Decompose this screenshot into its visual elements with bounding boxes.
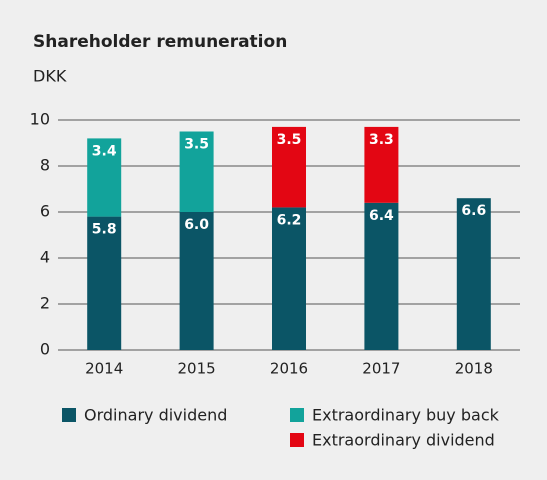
bar-segment xyxy=(364,126,399,203)
legend-swatch xyxy=(290,408,304,422)
legend-swatch xyxy=(290,433,304,447)
x-tick-label: 2017 xyxy=(362,360,400,378)
bar-segment xyxy=(272,207,306,350)
x-tick-label: 2016 xyxy=(270,360,308,378)
value-label: 6.0 xyxy=(184,217,209,233)
value-label: 5.8 xyxy=(92,222,117,238)
y-tick-label: 6 xyxy=(40,202,50,221)
value-label: 3.5 xyxy=(277,132,302,148)
legend-label: Extraordinary buy back xyxy=(312,406,500,425)
y-tick-label: 8 xyxy=(40,156,50,175)
y-tick-label: 10 xyxy=(30,110,50,129)
legend-label: Ordinary dividend xyxy=(84,406,227,425)
x-tick-label: 2015 xyxy=(178,360,216,378)
value-label: 3.3 xyxy=(369,132,394,148)
x-tick-label: 2018 xyxy=(455,360,493,378)
legend-label: Extraordinary dividend xyxy=(312,431,495,450)
chart-title: Shareholder remuneration xyxy=(33,32,287,52)
y-tick-label: 4 xyxy=(40,248,50,267)
y-tick-label: 2 xyxy=(40,294,50,313)
bar-segment xyxy=(456,198,491,350)
value-label: 6.4 xyxy=(369,208,394,224)
value-label: 6.2 xyxy=(277,212,302,228)
value-label: 3.5 xyxy=(184,137,209,153)
bar-segment xyxy=(87,216,122,350)
bar-segment xyxy=(272,126,306,208)
y-axis-label: DKK xyxy=(33,67,67,86)
bar-segment xyxy=(179,131,214,212)
legend-swatch xyxy=(62,408,76,422)
value-label: 3.4 xyxy=(92,143,117,159)
x-tick-label: 2014 xyxy=(85,360,123,378)
value-label: 6.6 xyxy=(461,203,486,219)
bar-segment xyxy=(87,138,122,217)
bar-segment xyxy=(364,202,399,350)
bar-segment xyxy=(179,212,214,350)
y-tick-label: 0 xyxy=(40,340,50,359)
